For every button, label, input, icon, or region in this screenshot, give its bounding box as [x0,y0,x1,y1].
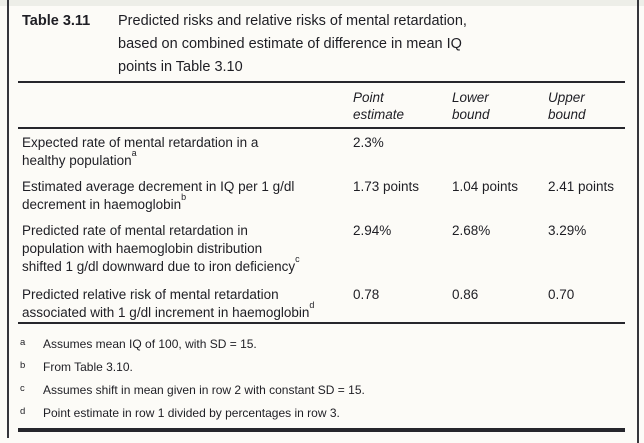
column-header-line: estimate [353,107,405,122]
horizontal-rule-footnotes [18,322,625,324]
row-label-line: Expected rate of mental retardation in a [22,135,259,150]
table-label: Table 3.11 [22,13,91,29]
row-label-line: Estimated average decrement in IQ per 1 … [22,179,295,194]
row-label-line: associated with 1 g/dl increment in haem… [22,305,310,320]
cell-point-estimate: 0.78 [353,287,380,302]
footnote-marker: b [20,360,26,371]
row-label: Expected rate of mental retardation in a… [22,134,353,170]
row-label-line: healthy population [22,153,132,168]
row-label-line: Predicted rate of mental retardation in [22,223,248,238]
cell-point-estimate: 2.94% [353,223,392,238]
horizontal-rule-header [18,127,625,129]
cell-upper-bound: 3.29% [548,223,587,238]
column-header-line: bound [452,107,490,122]
footnote-marker: a [131,147,137,158]
footnote-text: Assumes mean IQ of 100, with SD = 15. [43,337,257,351]
footnote-marker: d [309,299,315,310]
column-header-line: Lower [452,90,489,105]
page-edge-line-left [7,0,9,438]
footnote-marker: c [295,253,300,264]
column-header-line: Point [353,90,384,105]
row-label: Predicted relative risk of mental retard… [22,286,353,322]
cell-point-estimate: 1.73 points [353,179,420,194]
horizontal-rule-top [18,81,625,83]
cell-upper-bound: 2.41 points [548,179,615,194]
column-header-line: Upper [548,90,585,105]
table-title-line: based on combined estimate of difference… [118,36,462,52]
footnote-text: From Table 3.10. [43,360,133,374]
cell-lower-bound: 0.86 [452,287,479,302]
footnote-marker: c [20,383,25,394]
footnote-marker: a [20,337,26,348]
footnote-text: Assumes shift in mean given in row 2 wit… [43,383,365,397]
scan-top-margin [0,0,644,6]
row-label: Estimated average decrement in IQ per 1 … [22,178,353,214]
page-edge-line-right [637,0,639,443]
row-label-line: shifted 1 g/dl downward due to iron defi… [22,259,296,274]
footnote-text: Point estimate in row 1 divided by perce… [43,406,340,420]
footnote-marker: d [20,406,26,417]
cell-lower-bound: 1.04 points [452,179,519,194]
cell-point-estimate: 2.3% [353,135,384,150]
column-header-upper-bound: Upper bound [548,89,586,123]
table-title-line: points in Table 3.10 [118,59,243,75]
table-title-line: Predicted risks and relative risks of me… [118,13,467,29]
footnote-marker: b [181,191,187,202]
cell-upper-bound: 0.70 [548,287,575,302]
row-label: Predicted rate of mental retardation in … [22,222,353,276]
row-label-line: population with haemoglobin distribution [22,241,263,256]
cell-lower-bound: 2.68% [452,223,491,238]
row-label-line: Predicted relative risk of mental retard… [22,287,279,302]
column-header-lower-bound: Lower bound [452,89,490,123]
column-header-line: bound [548,107,586,122]
column-header-point-estimate: Point estimate [353,89,404,123]
row-label-line: decrement in haemoglobin [22,197,182,212]
table-title: Predicted risks and relative risks of me… [118,10,598,79]
horizontal-rule-bottom [18,428,625,432]
